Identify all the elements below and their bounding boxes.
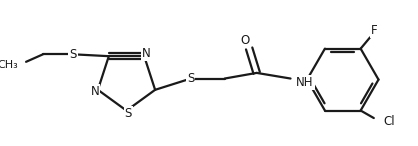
Text: N: N	[142, 47, 150, 60]
Text: F: F	[370, 24, 377, 37]
Text: O: O	[241, 34, 250, 47]
Text: S: S	[125, 107, 132, 120]
Text: N: N	[91, 85, 99, 98]
Text: CH₃: CH₃	[0, 60, 18, 70]
Text: S: S	[69, 48, 77, 61]
Text: S: S	[187, 72, 194, 85]
Text: Cl: Cl	[383, 115, 395, 128]
Text: NH: NH	[296, 76, 314, 89]
